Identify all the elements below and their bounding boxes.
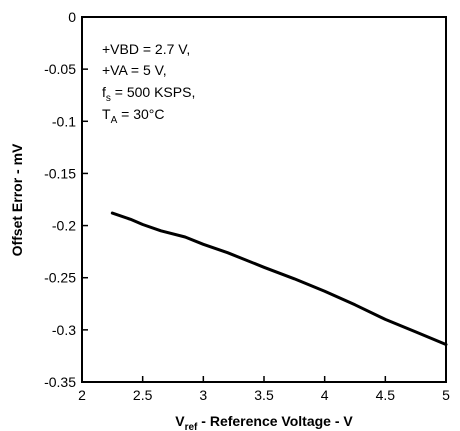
y-tick-label: 0: [68, 9, 76, 25]
y-tick-label: -0.05: [44, 61, 76, 77]
annotation-line-1: +VBD = 2.7 V,: [102, 41, 190, 57]
x-title-sub: ref: [185, 422, 198, 431]
y-axis-title: Offset Error - mV: [9, 143, 25, 256]
x-title-rest: - Reference Voltage - V: [197, 413, 353, 429]
series-line: [110, 211, 448, 346]
x-tick-label: 4: [321, 387, 329, 403]
y-tick-label: -0.25: [44, 270, 76, 286]
annotation-line-4: TA = 30°C: [102, 106, 164, 126]
x-axis-title: Vref - Reference Voltage - V: [175, 413, 353, 431]
annotation-t: T: [102, 106, 111, 122]
annotation-f: f: [102, 84, 106, 100]
x-tick-label: 2: [78, 387, 86, 403]
y-tick-label: -0.15: [44, 165, 76, 181]
x-tick-label: 4.5: [376, 387, 396, 403]
x-tick-label: 3.5: [254, 387, 274, 403]
y-axis-ticks: 0 -0.05 -0.1 -0.15 -0.2 -0.25 -0.3 -0.35: [44, 9, 88, 390]
x-tick-label: 3: [199, 387, 207, 403]
annotation-f-sub: s: [106, 93, 111, 104]
annotation-line-3: fs = 500 KSPS,: [102, 84, 195, 104]
y-tick-label: -0.35: [44, 374, 76, 390]
y-tick-label: -0.2: [52, 218, 76, 234]
annotation-line-2: +VA = 5 V,: [102, 62, 167, 78]
y-tick-label: -0.1: [52, 113, 76, 129]
annotation-f-rest: = 500 KSPS,: [111, 84, 195, 100]
x-axis-ticks: 2 2.5 3 3.5 4 4.5 5: [78, 376, 450, 403]
annotation-box: [96, 36, 228, 126]
annotation-t-rest: = 30°C: [117, 106, 164, 122]
x-title-v: V: [175, 413, 185, 429]
x-tick-label: 5: [442, 387, 450, 403]
x-tick-label: 2.5: [133, 387, 153, 403]
y-tick-label: -0.3: [52, 322, 76, 338]
annotation-t-sub: A: [111, 115, 118, 126]
